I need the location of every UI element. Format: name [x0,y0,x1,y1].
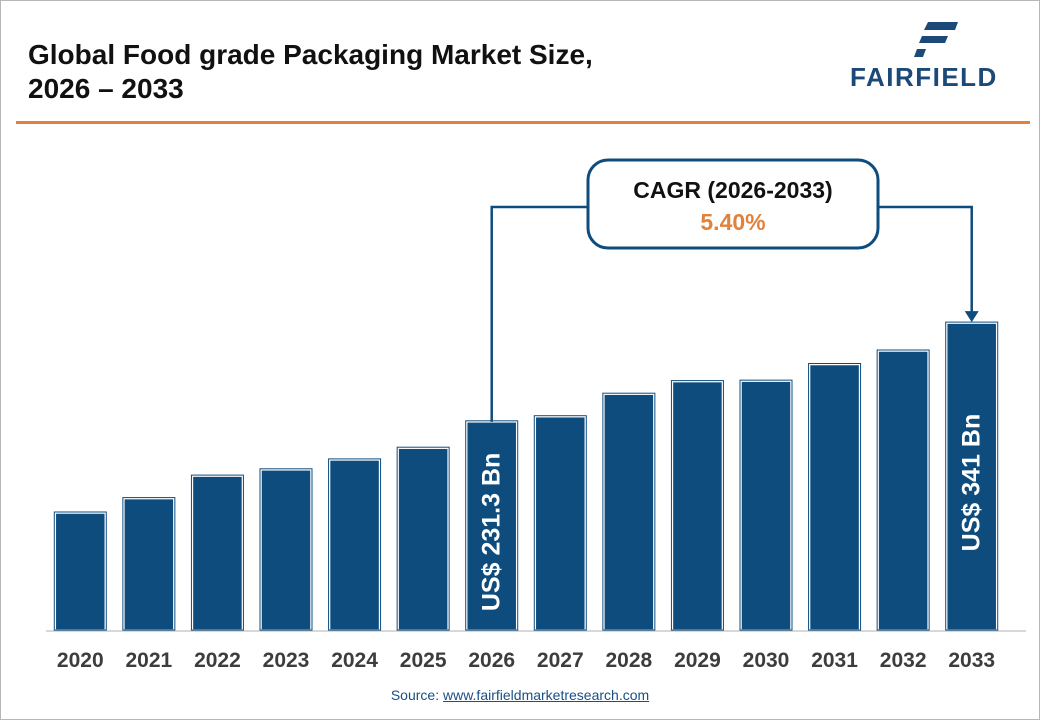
bar-2030 [740,380,792,631]
x-tick-2029: 2029 [674,649,721,672]
bar-2020 [54,512,107,631]
bar-2032 [877,350,929,631]
x-tick-2025: 2025 [400,649,447,672]
bar-2025 [397,447,449,631]
x-tick-2022: 2022 [194,649,241,672]
chart-title: Global Food grade Packaging Market Size,… [28,38,593,106]
x-tick-2020: 2020 [57,649,104,672]
logo-wordmark: FAIRFIELD [850,62,998,92]
cagr-value: 5.40% [700,209,765,235]
x-tick-2023: 2023 [263,649,310,672]
bar-2029 [671,380,724,631]
bar-2033 [945,322,998,631]
x-tick-2021: 2021 [125,649,172,672]
x-tick-2031: 2031 [811,649,858,672]
bar-2022 [191,475,244,631]
bar-2031 [808,363,861,631]
x-tick-2027: 2027 [537,649,584,672]
fairfield-logo: FAIRFIELD [850,18,1025,92]
bar-2021 [123,497,175,631]
bar-2027 [534,415,587,631]
x-tick-2032: 2032 [880,649,927,672]
bar-label-2026: US$ 231.3 Bn [478,453,506,611]
x-tick-2030: 2030 [743,649,790,672]
bar-2024 [328,459,381,631]
bar-2026 [465,421,518,631]
fairfield-logo-mark-icon [914,22,958,57]
bar-2028 [603,393,655,631]
cagr-arrow-icon [964,311,979,323]
title-line-1: Global Food grade Packaging Market Size, [28,39,593,70]
cagr-connector-line [490,205,973,422]
source-note: Source: www.fairfieldmarketresearch.com [0,687,1040,703]
source-label: Source: [390,687,440,703]
bar-2023 [260,469,312,631]
x-tick-2024: 2024 [331,649,378,672]
bar-label-2033: US$ 341 Bn [958,414,986,552]
x-tick-2033: 2033 [948,649,995,672]
cagr-callout-box [586,158,880,250]
title-line-2: 2026 – 2033 [28,73,184,104]
source-link[interactable]: www.fairfieldmarketresearch.com [442,687,650,703]
x-tick-2026: 2026 [468,649,515,672]
header-divider [16,121,1030,124]
x-tick-2028: 2028 [605,649,652,672]
cagr-label: CAGR (2026-2033) [633,177,832,203]
